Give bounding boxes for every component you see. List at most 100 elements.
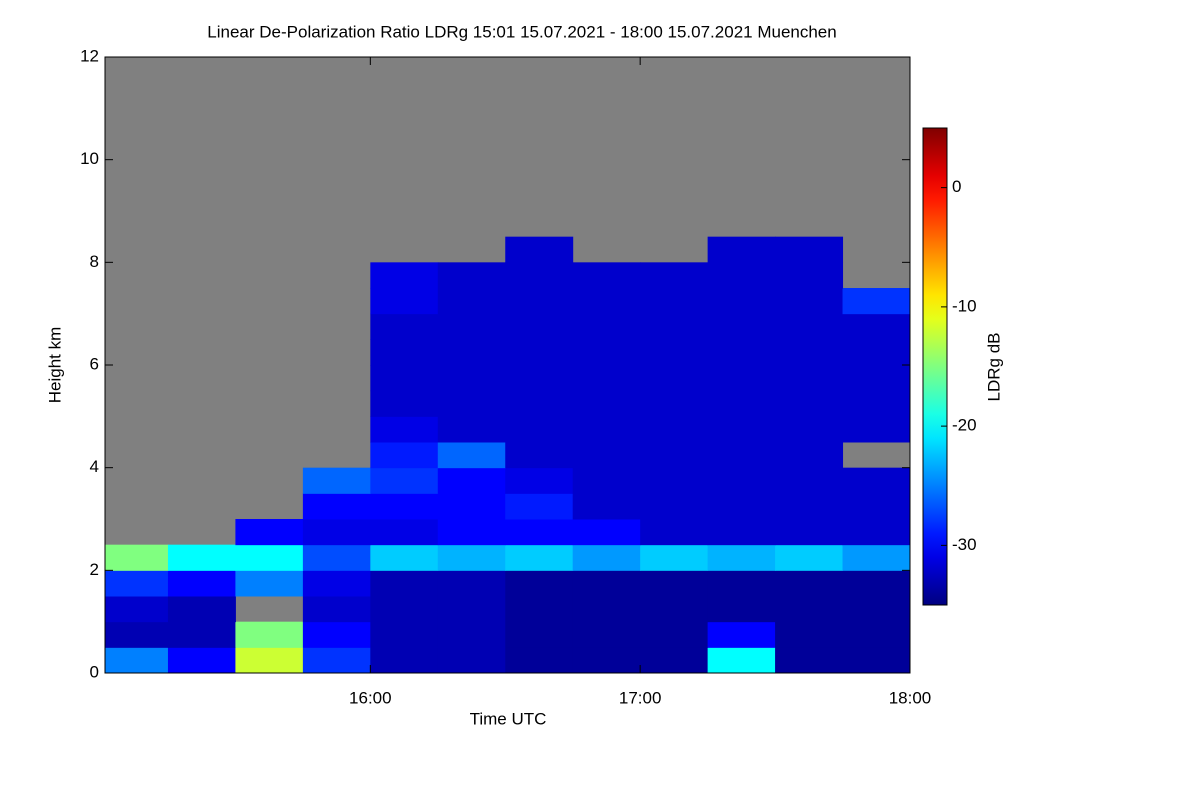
heatmap-cell (370, 647, 439, 673)
colorbar-tick-label: -30 (952, 535, 977, 554)
heatmap-cell (775, 236, 844, 263)
heatmap-cell (842, 647, 910, 673)
heatmap-cell (105, 544, 169, 571)
heatmap-cell (640, 596, 709, 623)
heatmap-cell (775, 570, 844, 597)
heatmap-cell (775, 596, 844, 623)
heatmap-cell (775, 519, 844, 546)
heatmap-cell (572, 570, 641, 597)
heatmap-cell (302, 621, 371, 648)
heatmap-cell (707, 313, 776, 340)
heatmap-cell (572, 339, 641, 366)
heatmap-cell (707, 236, 776, 263)
heatmap-cell (640, 313, 709, 340)
heatmap-cell (572, 621, 641, 648)
heatmap-cell (775, 544, 844, 571)
heatmap-cell (775, 621, 844, 648)
heatmap-cell (842, 390, 910, 417)
heatmap-cell (775, 442, 844, 469)
heatmap-cell (640, 390, 709, 417)
heatmap-cell (640, 288, 709, 315)
heatmap-cell (572, 262, 641, 289)
heatmap-cell (235, 647, 304, 673)
y-tick-label: 12 (80, 46, 99, 65)
heatmap-cell (775, 467, 844, 494)
colorbar-tick-label: 0 (952, 177, 961, 196)
heatmap-cell (437, 365, 506, 392)
heatmap-cell (572, 493, 641, 520)
heatmap-cell (842, 416, 910, 443)
heatmap-cell (505, 596, 574, 623)
heatmap-cell (842, 339, 910, 366)
heatmap-cell (302, 493, 371, 520)
heatmap-cell (167, 596, 236, 623)
heatmap-cell (707, 365, 776, 392)
heatmap-cell (437, 467, 506, 494)
heatmap-cell (235, 519, 304, 546)
x-tick-label: 16:00 (349, 688, 392, 707)
heatmap-cell (572, 390, 641, 417)
heatmap-cell (437, 313, 506, 340)
heatmap-cell (437, 442, 506, 469)
heatmap-cell (572, 365, 641, 392)
heatmap-cell (437, 390, 506, 417)
heatmap-cell (370, 596, 439, 623)
heatmap-cell (572, 647, 641, 673)
heatmap-cell (707, 570, 776, 597)
heatmap-cell (775, 365, 844, 392)
heatmap-cell (302, 519, 371, 546)
heatmap-cell (707, 442, 776, 469)
heatmap-cell (775, 339, 844, 366)
heatmap-cell (437, 621, 506, 648)
heatmap-cell (505, 236, 574, 263)
heatmap-cell (842, 313, 910, 340)
heatmap-cell (842, 493, 910, 520)
heatmap-cell (842, 570, 910, 597)
heatmap-cell (640, 442, 709, 469)
heatmap-cell (707, 596, 776, 623)
heatmap-cell (437, 570, 506, 597)
heatmap-cell (842, 519, 910, 546)
heatmap-cell (167, 647, 236, 673)
heatmap-cell (640, 621, 709, 648)
heatmap-cell (842, 365, 910, 392)
heatmap-cell (370, 493, 439, 520)
x-axis-label: Time UTC (470, 709, 547, 728)
heatmap-cell (640, 647, 709, 673)
heatmap-cell (775, 262, 844, 289)
heatmap-cell (370, 621, 439, 648)
heatmap-cell (640, 416, 709, 443)
heatmap-cell (370, 442, 439, 469)
y-tick-label: 6 (90, 354, 99, 373)
heatmap-cell (370, 467, 439, 494)
heatmap-cell (572, 519, 641, 546)
heatmap-cell (370, 390, 439, 417)
heatmap-cell (707, 467, 776, 494)
heatmap-cell (505, 467, 574, 494)
heatmap-cell (505, 339, 574, 366)
heatmap-cell (707, 519, 776, 546)
heatmap-cell (437, 544, 506, 571)
heatmap-cells (105, 236, 910, 673)
heatmap-cell (775, 416, 844, 443)
heatmap-cell (370, 339, 439, 366)
heatmap-cell (707, 416, 776, 443)
heatmap-cell (775, 313, 844, 340)
heatmap-cell (235, 570, 304, 597)
chart-title: Linear De-Polarization Ratio LDRg 15:01 … (207, 22, 836, 41)
colorbar (922, 127, 948, 606)
heatmap-cell (167, 570, 236, 597)
heatmap-cell (640, 544, 709, 571)
heatmap-cell (842, 544, 910, 571)
heatmap-cell (437, 519, 506, 546)
heatmap-cell (640, 519, 709, 546)
y-tick-label: 0 (90, 662, 99, 681)
heatmap-cell (302, 467, 371, 494)
colorbar-label: LDRg dB (984, 333, 1003, 402)
heatmap-cell (775, 390, 844, 417)
heatmap-cell (640, 339, 709, 366)
heatmap-cell (505, 416, 574, 443)
colorbar-tick-label: -20 (952, 416, 977, 435)
heatmap-cell (437, 339, 506, 366)
heatmap-cell (505, 390, 574, 417)
